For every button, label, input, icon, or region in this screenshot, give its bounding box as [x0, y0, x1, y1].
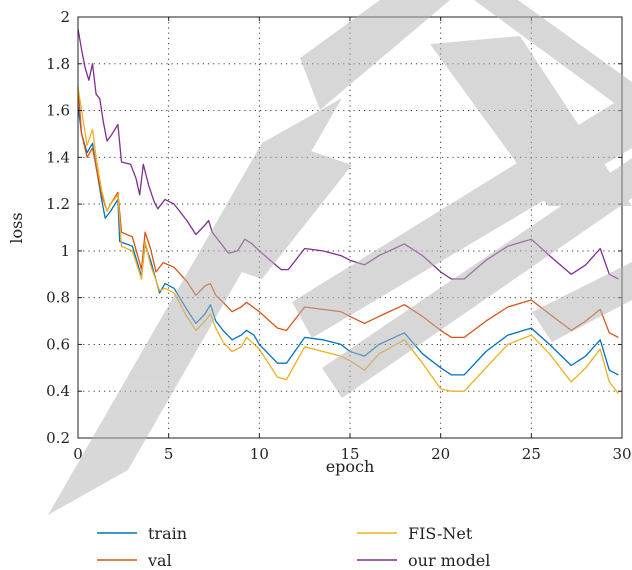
x-axis-label: epoch — [326, 457, 375, 476]
y-tick-label: 1.6 — [46, 102, 70, 120]
x-tick-label: 15 — [340, 445, 359, 463]
legend-label-our-model: our model — [408, 551, 490, 570]
series-line-val — [77, 87, 619, 339]
legend-label-train: train — [148, 524, 187, 543]
x-tick-label: 0 — [73, 445, 83, 463]
legend-label-val: val — [147, 551, 172, 570]
legend-label-fis-net: FIS-Net — [408, 524, 473, 543]
y-tick-label: 0.2 — [46, 429, 70, 447]
y-tick-label: 0.4 — [46, 382, 70, 400]
x-tick-label: 10 — [250, 445, 269, 463]
x-axis-ticks: 0 5 10 15 20 25 30 — [73, 17, 632, 463]
y-tick-label: 2 — [60, 8, 70, 26]
y-axis-ticks: 0.2 0.4 0.6 0.8 1 1.2 1.4 1.6 1.8 2 — [46, 8, 622, 447]
x-tick-label: 25 — [522, 445, 541, 463]
y-tick-label: 1.2 — [46, 195, 70, 213]
y-axis-label: loss — [7, 212, 26, 243]
y-tick-label: 1.4 — [46, 148, 70, 166]
y-tick-label: 0.6 — [46, 335, 70, 353]
x-tick-label: 5 — [164, 445, 174, 463]
y-tick-label: 1.8 — [46, 55, 70, 73]
y-tick-label: 0.8 — [46, 289, 70, 307]
x-tick-label: 30 — [612, 445, 631, 463]
legend: train val FIS-Net our model — [97, 524, 490, 570]
retracted-watermark — [48, 0, 632, 515]
x-tick-label: 20 — [431, 445, 450, 463]
y-tick-label: 1 — [60, 242, 70, 260]
series-line-fis-net — [77, 87, 619, 394]
